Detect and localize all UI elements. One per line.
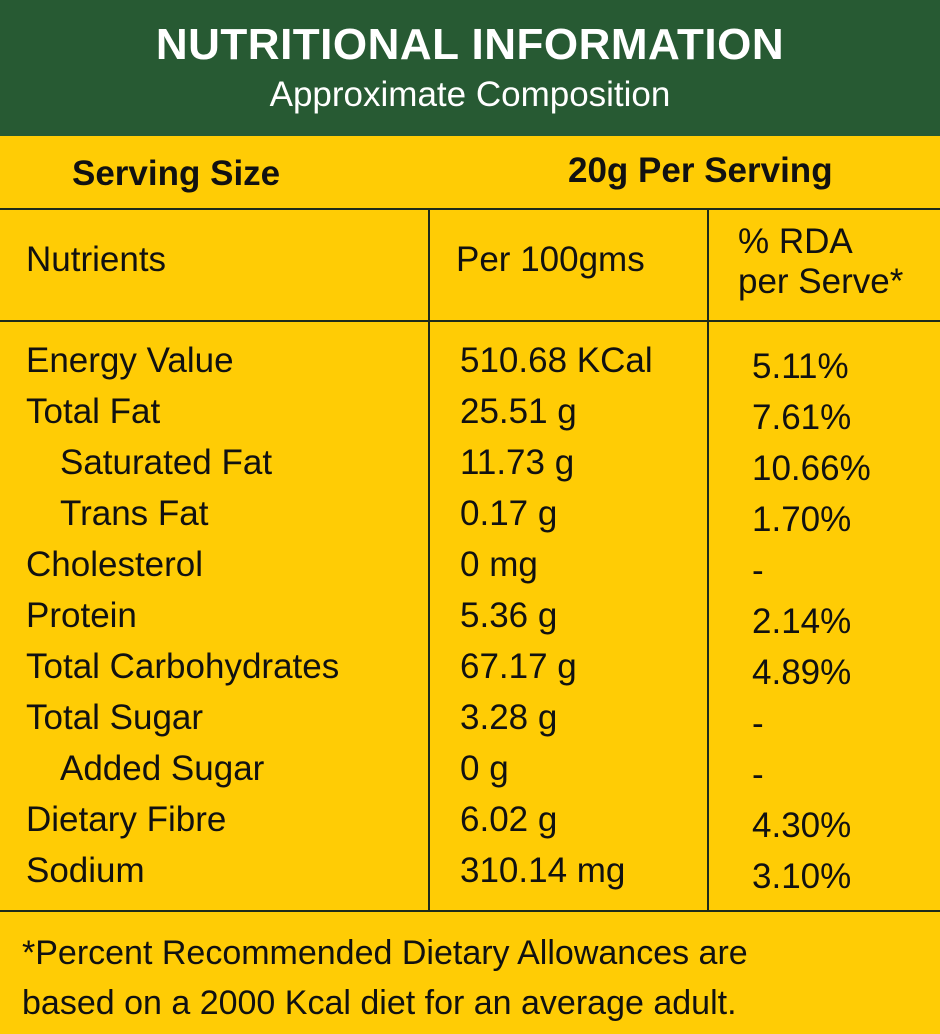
nutrient-name: Sodium — [26, 851, 145, 890]
nutrient-name: Cholesterol — [26, 545, 204, 584]
header-banner: NUTRITIONAL INFORMATION Approximate Comp… — [0, 0, 940, 136]
nutrient-per-100g: 25.51 g — [460, 392, 577, 431]
page-subtitle: Approximate Composition — [269, 75, 671, 114]
divider-column-headers — [0, 320, 940, 322]
column-header-nutrients: Nutrients — [26, 240, 167, 279]
column-divider-1 — [428, 208, 430, 912]
nutrient-per-100g: 5.36 g — [460, 596, 558, 635]
nutrient-per-100g: 510.68 KCal — [460, 341, 653, 380]
table-row: Added Sugar 0 g - — [0, 749, 940, 800]
nutrient-name: Protein — [26, 596, 137, 635]
nutrient-rda: 10.66% — [752, 449, 871, 488]
column-header-rda-line2: per Serve* — [738, 262, 904, 301]
nutrient-name: Added Sugar — [60, 749, 265, 788]
nutrient-name: Energy Value — [26, 341, 234, 380]
serving-size-label: Serving Size — [72, 154, 281, 193]
divider-serving — [0, 208, 940, 210]
column-header-per-100g: Per 100gms — [456, 240, 645, 279]
nutrient-rda: - — [752, 755, 764, 794]
page-title: NUTRITIONAL INFORMATION — [155, 20, 785, 69]
nutrient-rda: 2.14% — [752, 602, 852, 641]
nutrient-rda: 4.89% — [752, 653, 852, 692]
nutrient-per-100g: 3.28 g — [460, 698, 558, 737]
table-row: Cholesterol 0 mg - — [0, 545, 940, 596]
table-row: Trans Fat 0.17 g 1.70% — [0, 494, 940, 545]
table-row: Energy Value 510.68 KCal 5.11% — [0, 341, 940, 392]
nutrient-name: Total Carbohydrates — [26, 647, 340, 686]
nutrient-rda: 4.30% — [752, 806, 852, 845]
divider-footnote — [0, 910, 940, 912]
table-row: Total Fat 25.51 g 7.61% — [0, 392, 940, 443]
nutrient-rda: - — [752, 551, 764, 590]
table-row: Dietary Fibre 6.02 g 4.30% — [0, 800, 940, 851]
column-divider-2 — [707, 208, 709, 912]
nutrient-name: Trans Fat — [60, 494, 209, 533]
nutrient-per-100g: 6.02 g — [460, 800, 558, 839]
nutrient-per-100g: 0 mg — [460, 545, 538, 584]
footnote-line-2: based on a 2000 Kcal diet for an average… — [22, 984, 737, 1022]
nutrient-name: Total Sugar — [26, 698, 204, 737]
nutrient-rda: 1.70% — [752, 500, 852, 539]
nutrient-rda: - — [752, 704, 764, 743]
nutrient-name: Saturated Fat — [60, 443, 273, 482]
nutrient-rda: 5.11% — [752, 347, 849, 386]
nutrient-per-100g: 310.14 mg — [460, 851, 626, 890]
nutrient-name: Total Fat — [26, 392, 161, 431]
table-row: Total Sugar 3.28 g - — [0, 698, 940, 749]
column-header-rda: % RDA per Serve* — [738, 222, 903, 302]
footnote: *Percent Recommended Dietary Allowances … — [22, 928, 932, 1028]
nutrient-rda: 7.61% — [752, 398, 852, 437]
table-row: Sodium 310.14 mg 3.10% — [0, 851, 940, 902]
nutrient-rda: 3.10% — [752, 857, 852, 896]
nutrient-per-100g: 11.73 g — [460, 443, 575, 482]
table-row: Saturated Fat 11.73 g 10.66% — [0, 443, 940, 494]
footnote-line-1: *Percent Recommended Dietary Allowances … — [22, 934, 748, 972]
serving-size-value: 20g Per Serving — [568, 151, 833, 190]
table-row: Total Carbohydrates 67.17 g 4.89% — [0, 647, 940, 698]
table-row: Protein 5.36 g 2.14% — [0, 596, 940, 647]
column-header-rda-line1: % RDA — [738, 222, 853, 261]
nutrient-per-100g: 67.17 g — [460, 647, 577, 686]
nutrient-per-100g: 0 g — [460, 749, 509, 788]
nutrient-name: Dietary Fibre — [26, 800, 227, 839]
nutrient-per-100g: 0.17 g — [460, 494, 558, 533]
